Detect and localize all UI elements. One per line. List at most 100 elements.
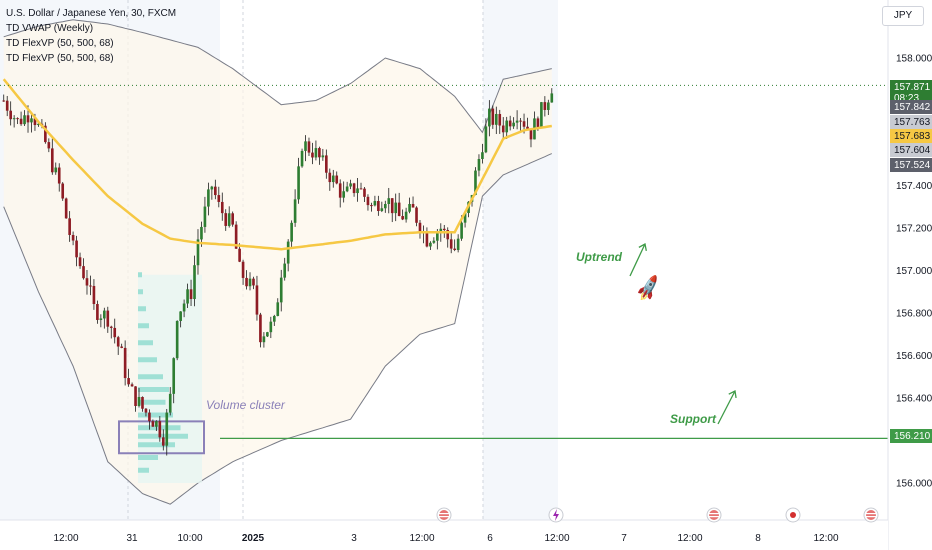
candle-body xyxy=(366,196,370,206)
price-tick-label: 158.000 xyxy=(896,54,932,65)
indicator-flexvp-label-1[interactable]: TD FlexVP (50, 500, 68) xyxy=(6,38,114,49)
candle-body xyxy=(5,100,9,111)
us-flag-icon[interactable] xyxy=(863,507,879,523)
price-badge-4[interactable] xyxy=(890,143,932,157)
candle-body xyxy=(488,108,491,127)
candle-body xyxy=(474,170,477,195)
symbol-title[interactable]: U.S. Dollar / Japanese Yen, 30, FXCM xyxy=(6,8,177,19)
vwap-line xyxy=(2,78,552,251)
candle-body xyxy=(186,289,189,304)
candle-body xyxy=(189,289,193,300)
us-flag-icon[interactable] xyxy=(436,507,452,523)
candle-body xyxy=(425,231,429,247)
candle-body xyxy=(321,155,325,158)
indicator-vwap-label[interactable]: TD VWAP (Weekly) xyxy=(6,23,94,34)
candle-body xyxy=(550,93,554,103)
candle-body xyxy=(33,118,37,126)
candle-body xyxy=(390,198,394,214)
candle-body xyxy=(508,120,512,127)
price-badge-2[interactable] xyxy=(890,115,932,129)
candle-body xyxy=(57,167,61,184)
candle-body xyxy=(484,126,488,153)
volume-profile-bar xyxy=(138,374,163,380)
time-tick-label: 6 xyxy=(487,533,493,544)
candle-body xyxy=(297,166,300,200)
candle-body xyxy=(325,155,328,173)
candle-body xyxy=(120,346,123,348)
candle-body xyxy=(231,213,234,225)
last-price-badge-label: 157.871 xyxy=(894,82,931,93)
candle-body xyxy=(272,315,276,322)
candle-body xyxy=(439,228,443,233)
support-arrow-icon[interactable] xyxy=(717,390,736,425)
candle-body xyxy=(106,310,110,327)
support-price-badge[interactable] xyxy=(890,429,932,443)
candle-body xyxy=(453,248,456,251)
volume-cluster-annotation[interactable]: Volume cluster xyxy=(206,398,285,412)
support-annotation[interactable]: Support xyxy=(670,412,716,426)
us-flag-icon[interactable] xyxy=(706,507,722,523)
candle-body xyxy=(68,218,71,235)
candle-body xyxy=(300,150,304,167)
us-flag-icon-stripe xyxy=(709,516,719,518)
candle-body xyxy=(227,213,231,226)
event-dot-icon[interactable] xyxy=(785,507,801,523)
candle-body xyxy=(342,191,345,198)
volume-profile-bar xyxy=(138,306,146,312)
indicator-flexvp-label-2[interactable]: TD FlexVP (50, 500, 68) xyxy=(6,53,114,64)
candle-body xyxy=(248,278,252,287)
candle-body xyxy=(144,408,148,413)
candle-body xyxy=(37,123,40,126)
candle-body xyxy=(161,437,165,446)
candle-body xyxy=(234,224,238,249)
candle-body xyxy=(352,183,356,194)
uptrend-arrow-icon[interactable] xyxy=(629,243,646,277)
candle-body xyxy=(259,314,262,343)
uptrend-arrow-icon-head xyxy=(638,242,647,251)
uptrend-annotation[interactable]: Uptrend xyxy=(576,250,622,264)
candle-body xyxy=(408,204,411,212)
price-tick-label: 156.000 xyxy=(896,479,932,490)
price-tick-label: 157.000 xyxy=(896,266,932,277)
candle-body xyxy=(446,230,450,240)
candle-body xyxy=(456,238,460,251)
candle-body xyxy=(335,175,339,184)
candle-body xyxy=(481,152,484,159)
candle-body xyxy=(370,205,373,207)
volume-profile-bar xyxy=(138,323,149,329)
price-badge-5[interactable] xyxy=(890,158,932,172)
candle-body xyxy=(373,201,377,206)
countdown-label: 08:23 xyxy=(894,93,919,104)
candle-body xyxy=(477,158,481,171)
volume-profile-bar xyxy=(138,467,149,473)
time-tick-label: 12:00 xyxy=(409,533,434,544)
candle-body xyxy=(387,198,391,204)
candle-body xyxy=(311,152,314,158)
time-axis[interactable] xyxy=(0,520,888,550)
candle-body xyxy=(224,213,228,226)
volume-profile-bar xyxy=(138,412,173,418)
candle-body xyxy=(338,183,342,198)
volume-profile-bar xyxy=(138,289,143,295)
candle-body xyxy=(307,141,311,153)
candle-body xyxy=(71,234,75,241)
price-badge-1[interactable] xyxy=(890,100,932,114)
candle-body xyxy=(151,421,155,427)
us-flag-icon-fill xyxy=(866,510,876,520)
candle-body xyxy=(359,188,363,190)
currency-button[interactable]: JPY xyxy=(882,6,924,26)
volume-cluster-box[interactable] xyxy=(118,420,205,455)
candle-body xyxy=(165,412,169,446)
price-tick-label: 156.600 xyxy=(896,351,932,362)
chart-legend: U.S. Dollar / Japanese Yen, 30, FXCM TD … xyxy=(6,6,176,66)
candle-body xyxy=(449,239,453,249)
candle-body xyxy=(547,102,550,110)
candle-body xyxy=(501,125,505,133)
lightning-icon[interactable] xyxy=(548,507,564,523)
candle-body xyxy=(529,129,533,140)
upper-band-line xyxy=(3,19,552,134)
candle-body xyxy=(103,310,106,319)
candle-body xyxy=(2,100,6,102)
vwap-price-badge[interactable] xyxy=(890,129,932,143)
